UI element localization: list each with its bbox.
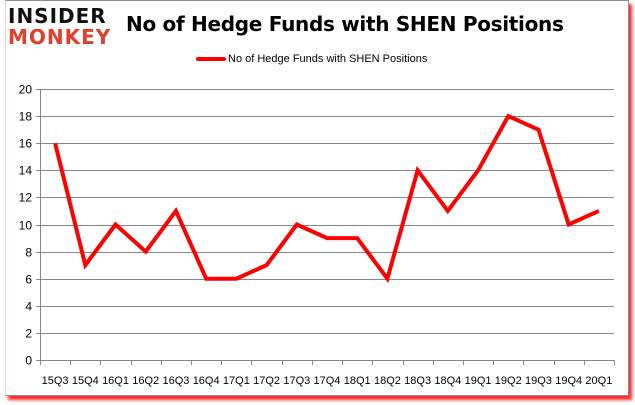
x-axis: 15Q3 15Q4 16Q1 16Q2 16Q3 16Q4 17Q1 17Q2 17Q3 17Q4… — [40, 360, 615, 387]
x-tick-label: 18Q3 — [404, 375, 431, 387]
x-tick-label: 17Q3 — [283, 375, 310, 387]
y-tick-label: 6 — [25, 273, 32, 287]
gridlines — [40, 89, 614, 334]
x-tick-label: 15Q3 — [42, 375, 69, 387]
logo-line-2: MONKEY — [8, 25, 112, 49]
x-tick-label: 17Q4 — [314, 375, 341, 387]
y-axis: 0 2 4 6 8 10 12 14 16 18 20 — [19, 83, 41, 368]
x-tick-label: 18Q4 — [434, 375, 461, 387]
x-tick-label: 20Q1 — [585, 375, 612, 387]
y-tick-label: 4 — [25, 300, 32, 314]
insider-monkey-logo: INSIDER MONKEY — [8, 6, 118, 47]
x-tick-label: 15Q4 — [72, 375, 99, 387]
x-tick-label: 18Q1 — [344, 375, 371, 387]
y-tick-label: 20 — [19, 83, 33, 97]
y-tick-label: 0 — [25, 354, 32, 368]
x-tick-label: 19Q4 — [555, 375, 582, 387]
y-tick-label: 16 — [19, 137, 33, 151]
chart-title: No of Hedge Funds with SHEN Positions — [126, 12, 564, 36]
y-tick-label: 8 — [25, 246, 32, 260]
chart-legend: No of Hedge Funds with SHEN Positions — [196, 53, 427, 65]
x-tick-label: 16Q1 — [102, 375, 129, 387]
x-tick-label: 19Q2 — [495, 375, 522, 387]
x-tick-label: 16Q4 — [193, 375, 220, 387]
y-tick-label: 18 — [19, 110, 33, 124]
y-tick-label: 10 — [19, 219, 33, 233]
x-tick-label: 17Q1 — [223, 375, 250, 387]
x-tick-label: 16Q3 — [162, 375, 189, 387]
x-tick-label: 19Q3 — [525, 375, 552, 387]
y-tick-label: 2 — [25, 327, 32, 341]
x-tick-label: 17Q2 — [253, 375, 280, 387]
legend-label: No of Hedge Funds with SHEN Positions — [228, 53, 428, 65]
y-tick-label: 14 — [19, 164, 33, 178]
legend-line-swatch-icon — [196, 57, 226, 61]
y-tick-label: 12 — [19, 191, 33, 205]
x-tick-label: 16Q2 — [132, 375, 159, 387]
x-tick-label: 19Q1 — [465, 375, 492, 387]
series-line — [53, 113, 600, 284]
logo-line-1: INSIDER — [8, 4, 107, 28]
x-tick-label: 18Q2 — [374, 375, 401, 387]
